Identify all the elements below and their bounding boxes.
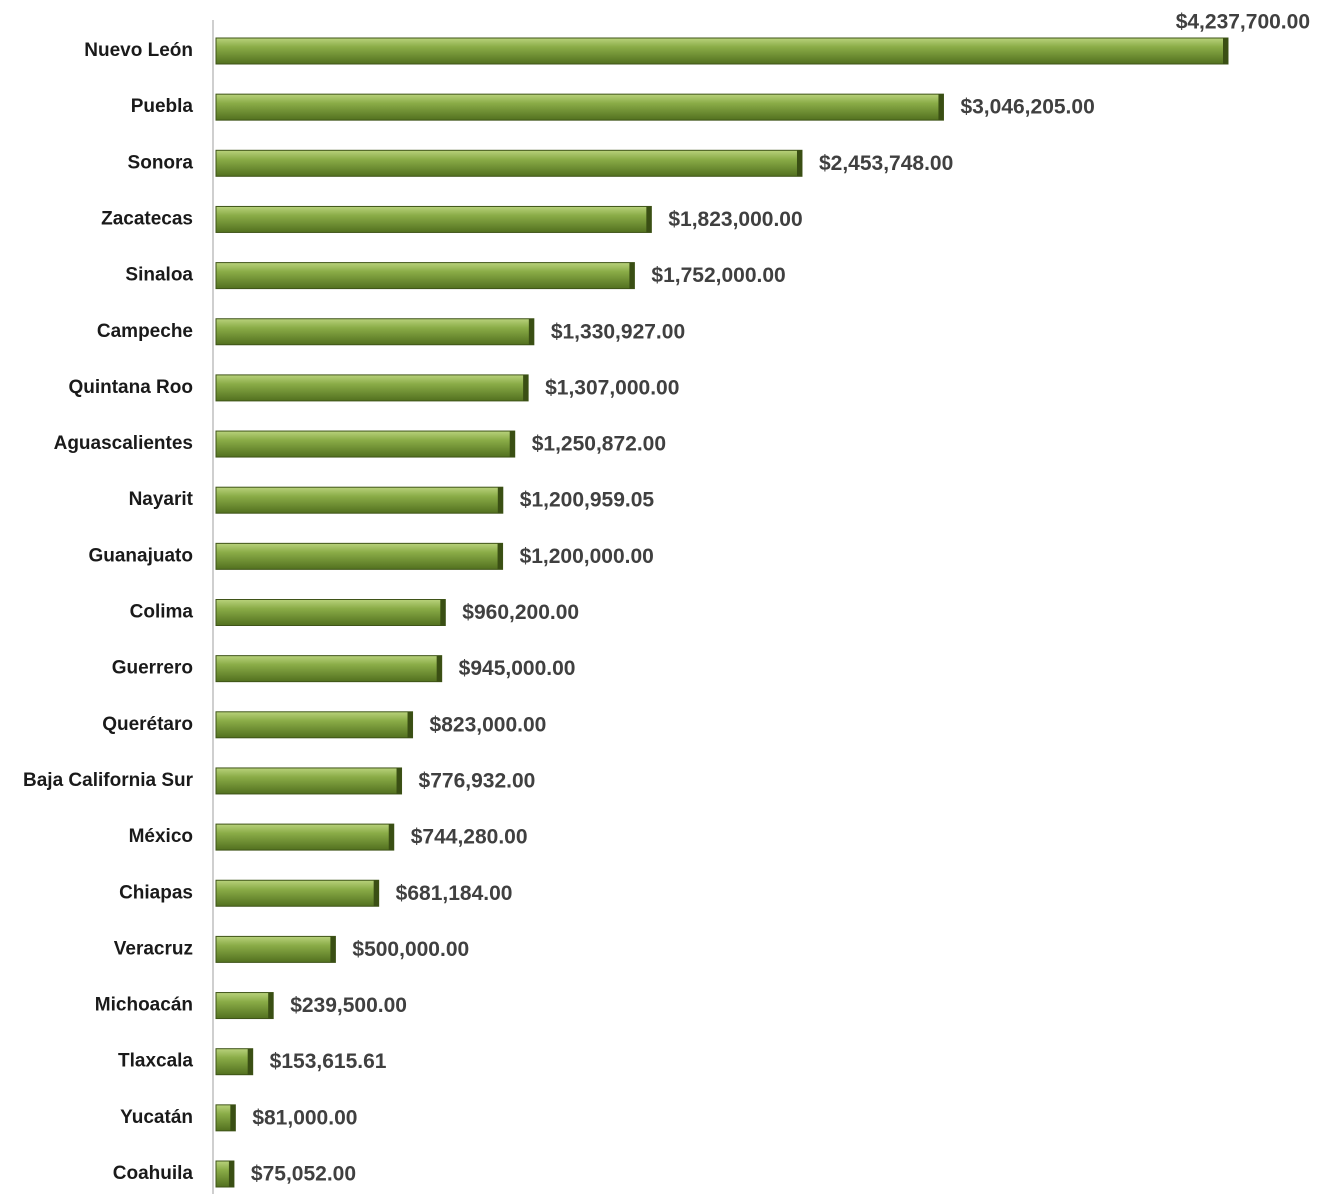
value-label: $776,932.00 (419, 769, 536, 792)
bar-edge (796, 150, 802, 177)
value-label: $75,052.00 (251, 1163, 356, 1186)
bar-edge (373, 880, 379, 907)
category-label: Veracruz (114, 938, 193, 959)
value-label: $239,500.00 (290, 994, 407, 1017)
bar-edge (646, 206, 652, 233)
bar-edge (528, 318, 534, 345)
bar (215, 655, 443, 683)
category-label: Nayarit (129, 489, 194, 510)
category-label: Puebla (131, 96, 194, 117)
category-label: Chiapas (119, 882, 193, 903)
bar-edge (1223, 38, 1228, 64)
category-label: Aguascalientes (54, 433, 193, 454)
category-label: Zacatecas (101, 208, 193, 229)
value-label: $81,000.00 (252, 1106, 357, 1129)
bar (215, 430, 516, 458)
category-label: Coahuila (113, 1163, 194, 1184)
value-label: $1,752,000.00 (651, 264, 785, 287)
bar-edge (523, 374, 529, 401)
category-label: Michoacán (95, 995, 193, 1016)
bar (215, 374, 529, 402)
bar (215, 149, 803, 177)
bar (215, 93, 944, 121)
category-label: Sonora (128, 152, 194, 173)
category-label: Querétaro (102, 714, 193, 735)
bar-edge (268, 992, 274, 1019)
value-label: $153,615.61 (270, 1050, 387, 1073)
value-label: $744,280.00 (411, 826, 528, 849)
bar-edge (440, 599, 446, 626)
bar-edge (509, 431, 515, 458)
category-label: Guerrero (112, 658, 193, 679)
bar (215, 992, 274, 1020)
bar (215, 318, 535, 346)
bar-edge (330, 936, 336, 963)
category-label: Sinaloa (125, 265, 193, 286)
value-label: $1,823,000.00 (668, 208, 802, 231)
bar (215, 599, 446, 626)
value-label: $4,237,700.00 (1176, 11, 1310, 34)
bar (215, 1048, 254, 1076)
category-label: Baja California Sur (23, 770, 194, 791)
bar (215, 767, 403, 795)
bar-edge (388, 824, 394, 851)
bar (215, 935, 336, 963)
value-label: $1,200,000.00 (520, 545, 654, 568)
bar-edge (247, 1048, 253, 1075)
category-label: Tlaxcala (118, 1051, 193, 1072)
bar-edge (938, 94, 944, 121)
value-label: $1,200,959.05 (520, 489, 655, 512)
bar-edge (407, 711, 413, 738)
category-label: Yucatán (120, 1107, 193, 1128)
bar (215, 262, 635, 290)
value-label: $500,000.00 (352, 938, 469, 961)
category-label: Guanajuato (88, 545, 193, 566)
value-label: $1,330,927.00 (551, 320, 685, 343)
value-label: $1,250,872.00 (532, 433, 666, 456)
bar (215, 711, 414, 739)
bar-edge (436, 655, 442, 682)
category-label: México (129, 826, 193, 847)
category-label: Nuevo León (84, 40, 193, 61)
value-label: $1,307,000.00 (545, 376, 679, 399)
bar-edge (629, 262, 635, 289)
bar-edge (497, 543, 503, 570)
bar-edge (396, 767, 402, 794)
value-label: $3,046,205.00 (960, 96, 1094, 119)
category-label: Colima (130, 602, 194, 623)
bar (215, 205, 652, 233)
value-label: $945,000.00 (459, 657, 576, 680)
bar (215, 542, 504, 570)
bar-edge (230, 1104, 236, 1131)
bar (215, 486, 504, 514)
value-label: $823,000.00 (430, 713, 547, 736)
bar (215, 37, 1229, 65)
category-label: Campeche (97, 321, 193, 342)
value-label: $681,184.00 (396, 882, 513, 905)
value-label: $960,200.00 (462, 601, 579, 624)
bar (215, 823, 395, 851)
bar-edge (497, 487, 503, 514)
bar-edge (228, 1161, 234, 1187)
category-label: Quintana Roo (68, 377, 193, 398)
bar (215, 879, 380, 907)
value-label: $2,453,748.00 (819, 152, 953, 175)
